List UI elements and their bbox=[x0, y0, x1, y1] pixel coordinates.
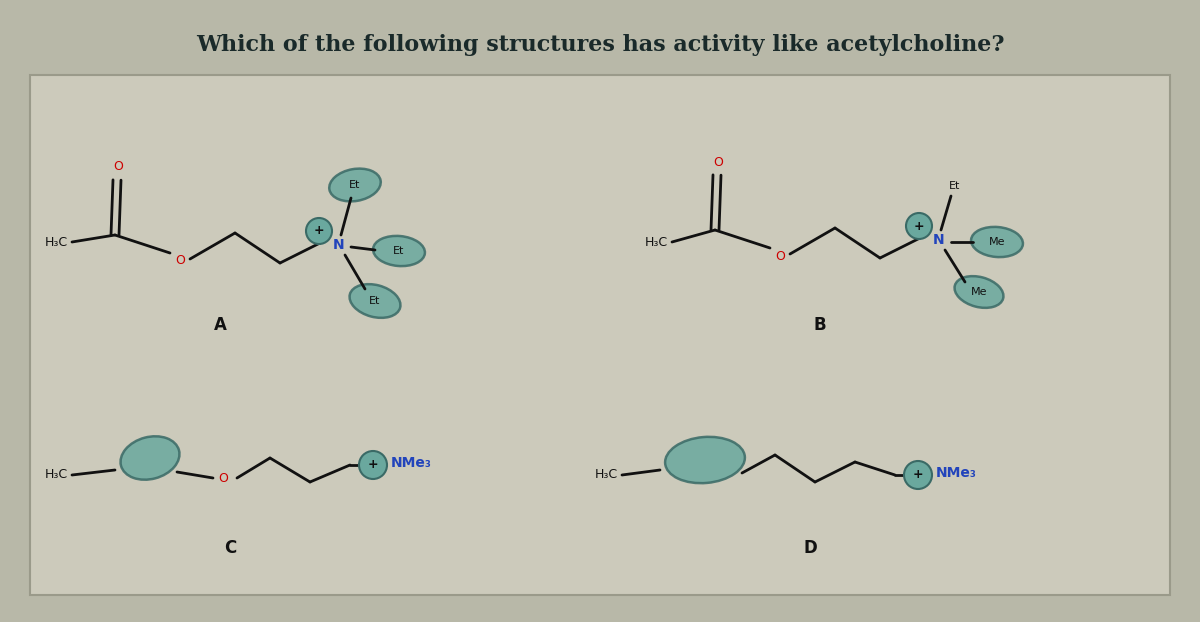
Text: H₃C: H₃C bbox=[644, 236, 668, 249]
FancyBboxPatch shape bbox=[30, 75, 1170, 595]
Text: NMe₃: NMe₃ bbox=[391, 456, 432, 470]
Text: D: D bbox=[803, 539, 817, 557]
Text: N: N bbox=[934, 233, 944, 247]
Text: +: + bbox=[913, 220, 924, 233]
Text: +: + bbox=[367, 458, 378, 471]
Text: +: + bbox=[913, 468, 923, 481]
Text: O: O bbox=[218, 471, 228, 485]
Text: O: O bbox=[113, 160, 122, 174]
Ellipse shape bbox=[120, 436, 180, 480]
Text: A: A bbox=[214, 316, 227, 334]
Text: H₃C: H₃C bbox=[44, 236, 68, 249]
Text: Which of the following structures has activity like acetylcholine?: Which of the following structures has ac… bbox=[196, 34, 1004, 56]
Text: Et: Et bbox=[949, 181, 961, 191]
Ellipse shape bbox=[665, 437, 745, 483]
Text: H₃C: H₃C bbox=[595, 468, 618, 481]
Text: Et: Et bbox=[370, 296, 380, 306]
Text: B: B bbox=[814, 316, 827, 334]
Text: Et: Et bbox=[394, 246, 404, 256]
Text: O: O bbox=[713, 156, 722, 169]
Ellipse shape bbox=[954, 276, 1003, 308]
Text: O: O bbox=[775, 249, 785, 262]
Text: H₃C: H₃C bbox=[44, 468, 68, 481]
Circle shape bbox=[906, 213, 932, 239]
Circle shape bbox=[904, 461, 932, 489]
Ellipse shape bbox=[329, 169, 380, 202]
Ellipse shape bbox=[349, 284, 401, 318]
Text: Et: Et bbox=[349, 180, 361, 190]
Text: Me: Me bbox=[989, 237, 1006, 247]
Text: N: N bbox=[334, 238, 344, 252]
Text: O: O bbox=[175, 254, 185, 267]
Text: NMe₃: NMe₃ bbox=[936, 466, 977, 480]
Ellipse shape bbox=[971, 227, 1022, 257]
Text: C: C bbox=[224, 539, 236, 557]
Text: +: + bbox=[313, 225, 324, 238]
Circle shape bbox=[359, 451, 386, 479]
Circle shape bbox=[306, 218, 332, 244]
Ellipse shape bbox=[373, 236, 425, 266]
Text: Me: Me bbox=[971, 287, 988, 297]
